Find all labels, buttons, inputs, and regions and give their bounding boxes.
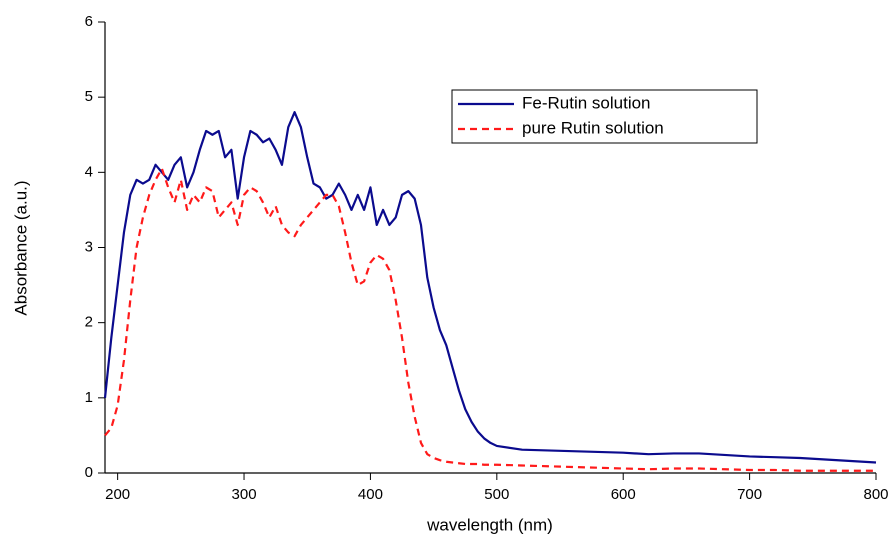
- y-tick-label: 3: [85, 238, 93, 255]
- y-tick-label: 5: [85, 88, 93, 105]
- x-tick-label: 800: [863, 486, 888, 503]
- x-tick-label: 300: [232, 486, 257, 503]
- series-line: [103, 111, 877, 464]
- legend-label: Fe-Rutin solution: [522, 93, 651, 112]
- x-axis-title: wavelength (nm): [426, 515, 553, 534]
- series-line: [104, 167, 876, 472]
- y-tick-label: 2: [85, 314, 93, 331]
- x-tick-label: 400: [358, 486, 383, 503]
- x-tick-label: 200: [105, 486, 130, 503]
- y-axis-title: Absorbance (a.u.): [11, 180, 30, 315]
- y-tick-label: 4: [85, 163, 93, 180]
- y-tick-label: 6: [85, 13, 93, 30]
- legend-label: pure Rutin solution: [522, 118, 664, 137]
- x-tick-label: 600: [611, 486, 636, 503]
- legend-box: [451, 89, 758, 144]
- y-tick-label: 0: [85, 464, 93, 481]
- y-tick-label: 1: [85, 389, 93, 406]
- x-tick-label: 500: [484, 486, 509, 503]
- x-tick-label: 700: [737, 486, 762, 503]
